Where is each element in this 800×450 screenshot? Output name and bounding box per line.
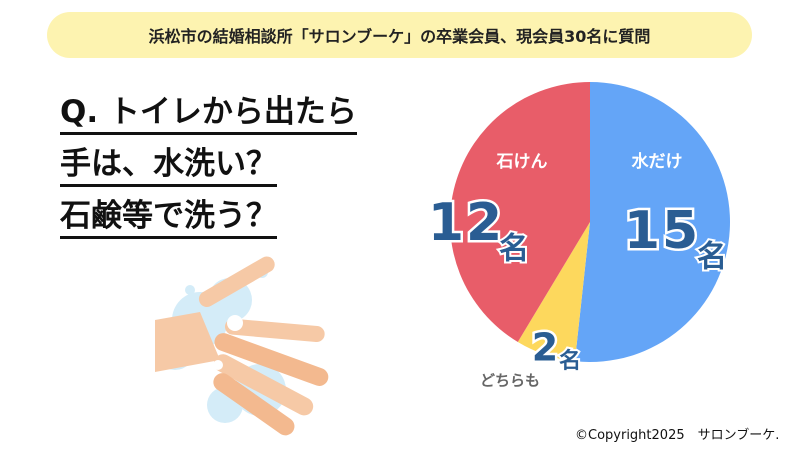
question-line: 石鹸等で洗う？ bbox=[60, 196, 277, 239]
question-line: 手は、水洗い？ bbox=[60, 144, 277, 187]
category-label: 水だけ bbox=[632, 151, 683, 172]
value-unit: 名 bbox=[697, 240, 727, 275]
value-unit: 名 bbox=[499, 232, 529, 267]
category-label: どちらも bbox=[480, 372, 540, 390]
pie-slice bbox=[574, 82, 730, 362]
pie-slice bbox=[517, 222, 590, 362]
copyright: ©Copyright2025 サロンブーケ. bbox=[575, 428, 780, 443]
value-label: 15 bbox=[624, 201, 700, 261]
pie-slice bbox=[449, 82, 590, 342]
hands-illustration bbox=[155, 256, 329, 436]
category-label: 石けん bbox=[496, 152, 548, 172]
value-label: 12 bbox=[428, 193, 504, 253]
value-unit: 名 bbox=[559, 348, 581, 374]
question-line: Q. トイレから出たら bbox=[60, 92, 357, 135]
header-banner: 浜松市の結婚相談所「サロンブーケ」の卒業会員、現会員30名に質問 bbox=[47, 12, 752, 58]
value-label: 2 bbox=[532, 326, 560, 370]
